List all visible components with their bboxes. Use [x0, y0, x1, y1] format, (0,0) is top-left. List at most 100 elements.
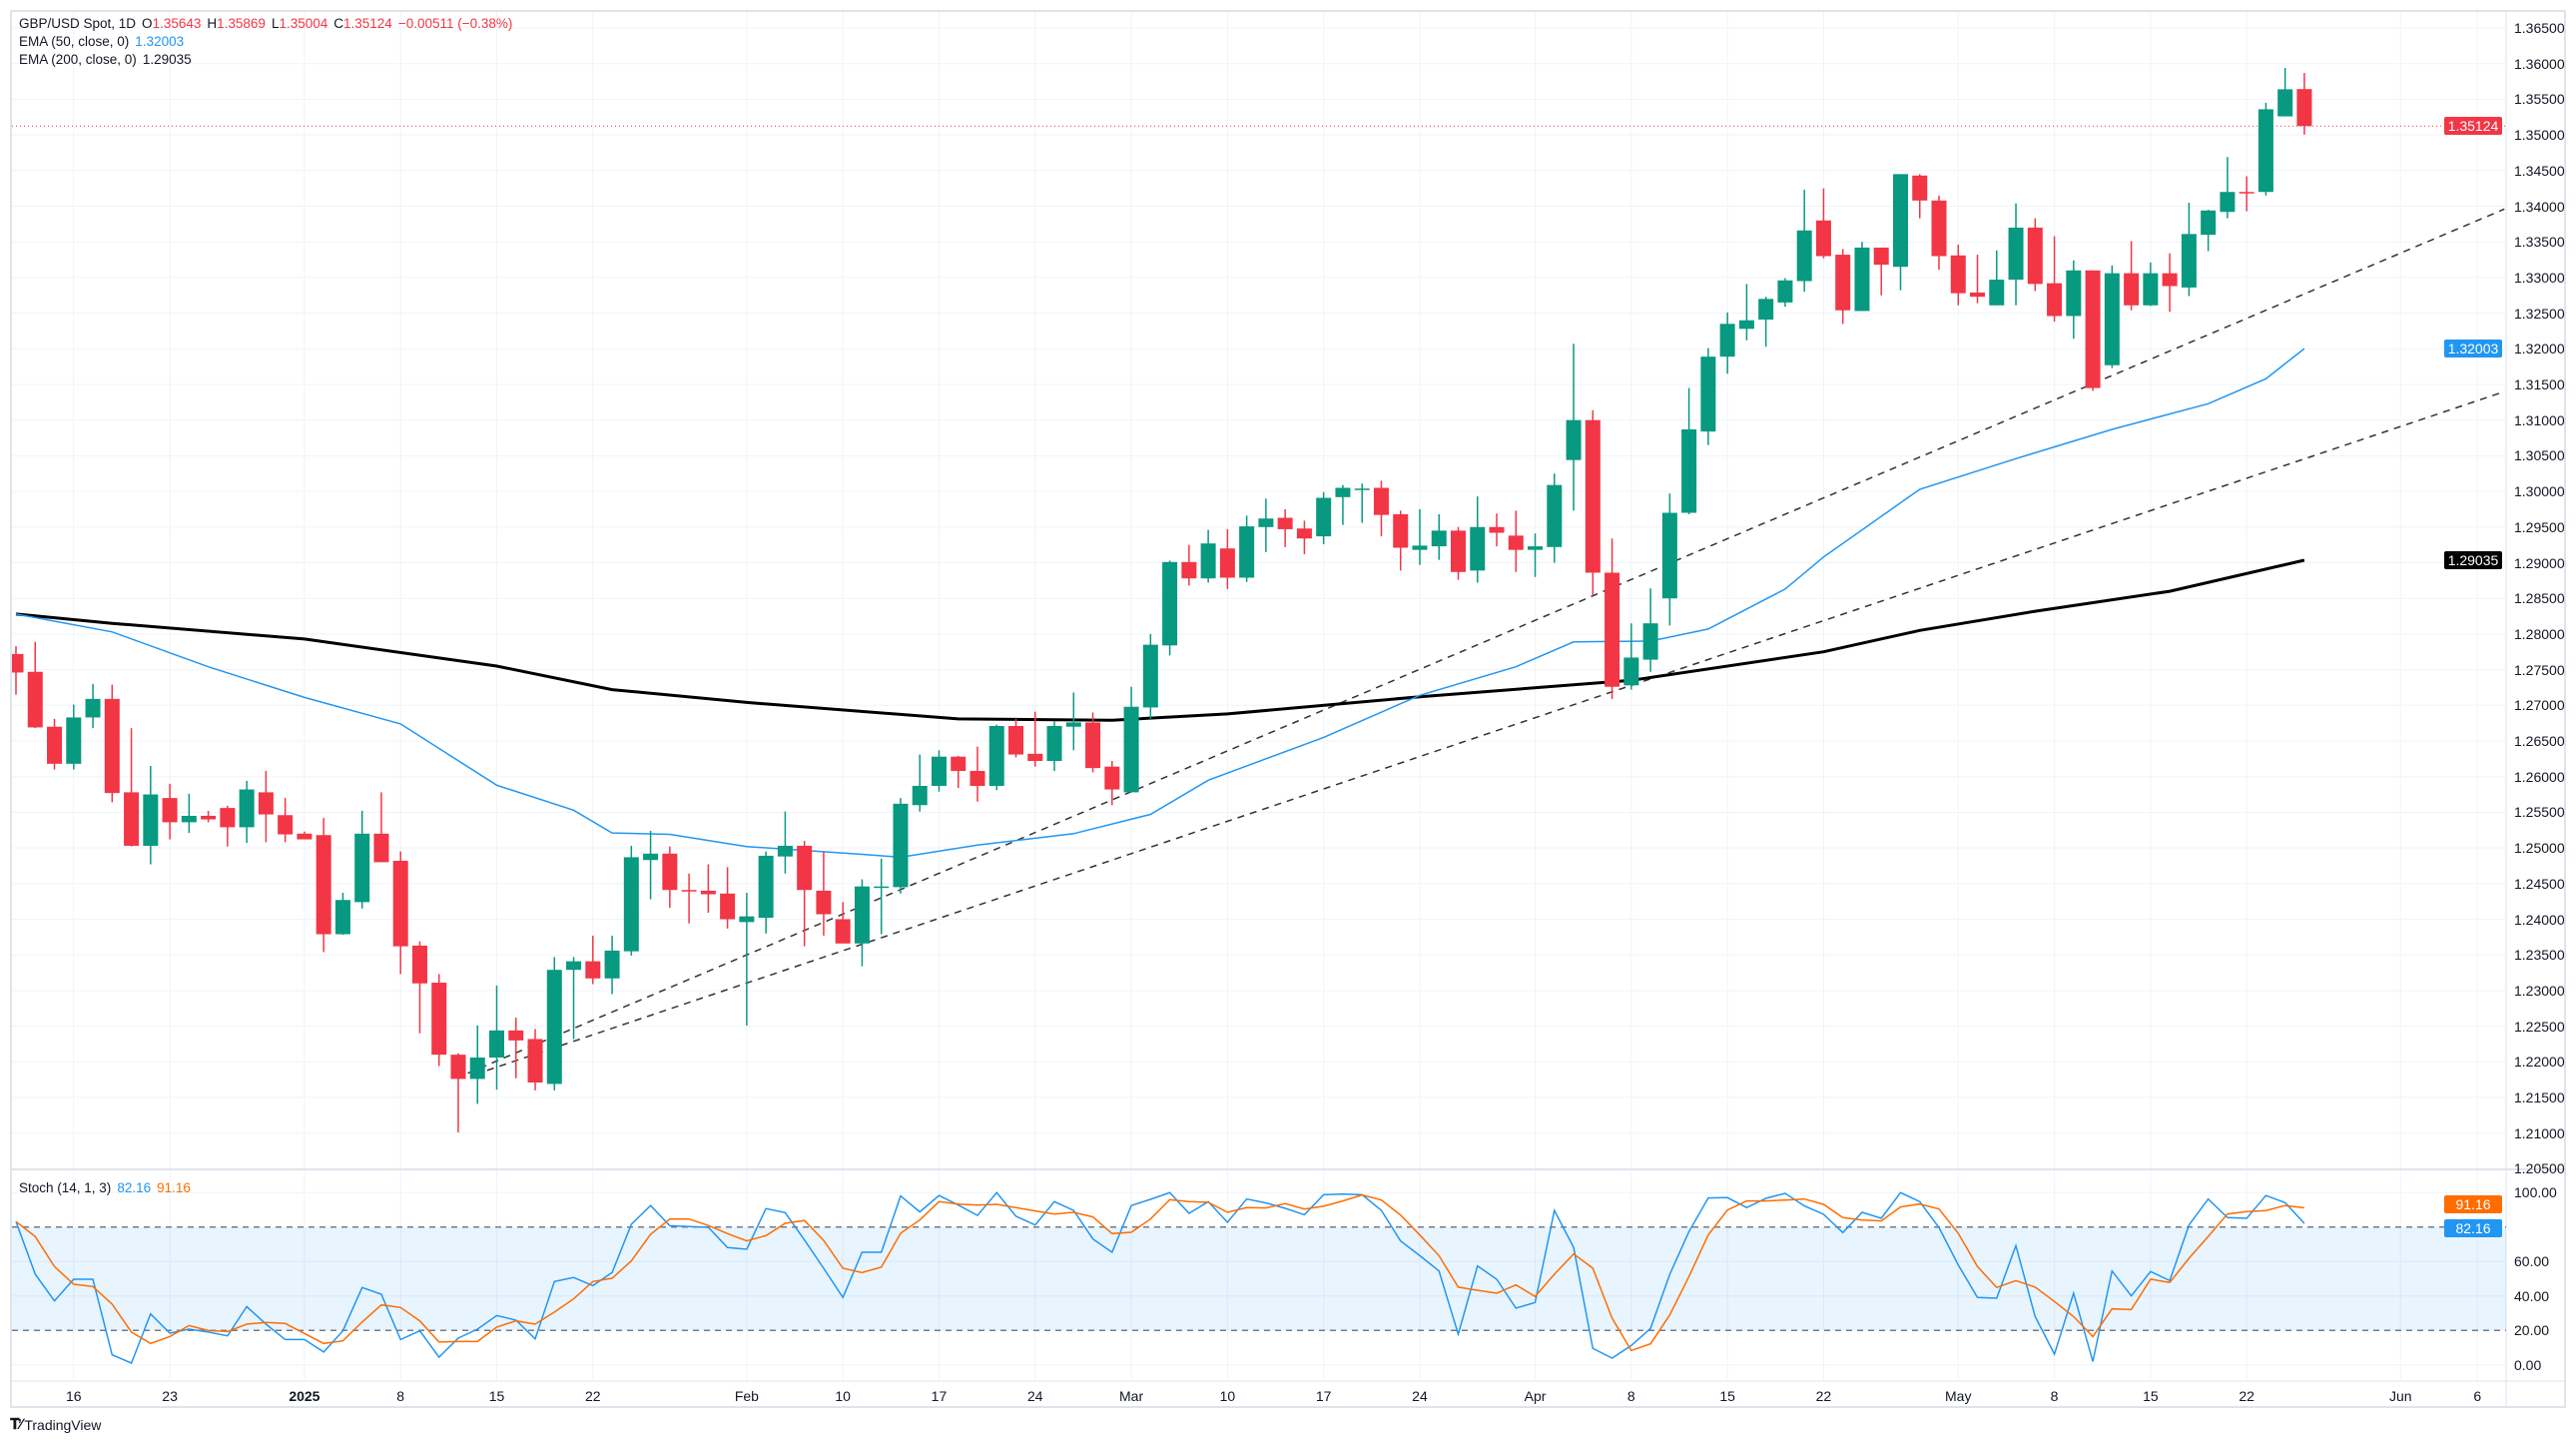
stoch-k-badge: 82.16: [2444, 1219, 2502, 1238]
candle-body: [334, 900, 350, 935]
tradingview-footer[interactable]: 𝐓’∕ TradingView: [10, 1416, 101, 1433]
bullish-candle: [1123, 686, 1139, 793]
bullish-candle: [85, 683, 101, 729]
time-axis-label: 10: [1219, 1388, 1236, 1404]
price-axis-label: 1.22000: [2514, 1054, 2565, 1071]
open-label: O: [142, 16, 153, 31]
bullish-candle: [1547, 473, 1563, 563]
price-axis-label: 1.28000: [2514, 625, 2565, 642]
bullish-candle: [1892, 174, 1908, 291]
bullish-candle: [2220, 157, 2236, 219]
candle-body: [1065, 722, 1081, 727]
stoch-axis-label: 0.00: [2514, 1356, 2542, 1373]
candle-body: [1528, 546, 1544, 550]
bearish-candle: [1873, 247, 1889, 296]
candle-body: [1835, 255, 1851, 311]
bearish-candle: [2027, 218, 2043, 292]
low-value: 1.35004: [279, 16, 328, 31]
candle-body: [1931, 200, 1947, 257]
price-axis-label: 1.24500: [2514, 875, 2565, 892]
bullish-candle: [739, 893, 755, 1026]
high-value: 1.35869: [217, 16, 266, 31]
price-axis-label: 1.21000: [2514, 1124, 2565, 1141]
candle-body: [1181, 561, 1197, 579]
price-axis-label: 1.32500: [2514, 305, 2565, 322]
candle-body: [278, 815, 294, 835]
bearish-candle: [1970, 255, 1986, 304]
candle-body: [1815, 220, 1831, 257]
price-axis-label: 1.27000: [2514, 697, 2565, 714]
bullish-candle: [181, 793, 197, 834]
symbol-legend: GBP/USD Spot, 1D O1.35643 H1.35869 L1.35004…: [19, 16, 518, 31]
candle-body: [1623, 657, 1639, 686]
candle-body: [27, 671, 43, 728]
candle-body: [1605, 572, 1620, 687]
symbol-title[interactable]: GBP/USD Spot, 1D: [19, 16, 137, 31]
price-axis-label: 1.26500: [2514, 733, 2565, 749]
price-axis-label: 1.36500: [2514, 20, 2565, 36]
bearish-candle: [816, 851, 832, 936]
bearish-candle: [2124, 241, 2140, 311]
candle-body: [1489, 526, 1505, 533]
candle-body: [700, 890, 716, 895]
price-axis-label: 1.28500: [2514, 590, 2565, 607]
bearish-candle: [2085, 270, 2101, 391]
bullish-candle: [912, 754, 928, 812]
ema200-badge: 1.29035: [2444, 551, 2502, 569]
candle-body: [739, 916, 755, 923]
bullish-candle: [334, 893, 350, 936]
bearish-candle: [2239, 176, 2254, 212]
ema200-legend[interactable]: EMA (200, close, 0) 1.29035: [19, 52, 198, 67]
price-axis-label: 1.32000: [2514, 341, 2565, 358]
change-value: −0.00511 (−0.38%): [397, 16, 513, 31]
bullish-candle: [2257, 102, 2273, 196]
time-axis-label: 8: [1626, 1388, 1635, 1404]
candle-body: [835, 919, 851, 944]
bullish-candle: [1200, 529, 1216, 583]
bearish-candle: [2047, 236, 2063, 323]
bearish-candle: [508, 1018, 524, 1079]
bullish-candle: [758, 851, 774, 934]
candle-body: [1796, 230, 1812, 282]
candle-body: [1873, 247, 1889, 266]
candle-body: [1258, 518, 1274, 527]
price-axis-label: 1.34500: [2514, 162, 2565, 179]
bearish-candle: [47, 718, 63, 770]
bullish-candle: [66, 704, 82, 770]
candle-body: [1758, 299, 1774, 321]
bullish-candle: [2008, 203, 2024, 306]
candle-body: [604, 950, 620, 979]
candle-body: [162, 798, 178, 823]
bearish-candle: [124, 728, 140, 847]
candle-body: [951, 756, 966, 771]
stoch-legend[interactable]: Stoch (14, 1, 3) 82.16 91.16: [19, 1180, 197, 1195]
time-axis-label: 8: [2050, 1388, 2059, 1404]
bullish-candle: [854, 879, 870, 967]
bearish-candle: [1815, 188, 1831, 259]
bearish-candle: [1373, 480, 1389, 537]
candle-body: [758, 855, 774, 919]
bearish-candle: [1508, 510, 1524, 572]
candle-body: [316, 835, 331, 935]
bullish-candle: [874, 858, 890, 935]
bullish-candle: [1431, 513, 1447, 560]
ema50-legend[interactable]: EMA (50, close, 0) 1.32003: [19, 34, 190, 49]
bearish-candle: [1835, 249, 1851, 325]
bullish-candle: [1681, 387, 1697, 514]
time-axis-label: 2025: [289, 1388, 321, 1404]
candle-body: [546, 970, 562, 1084]
candle-body: [1566, 419, 1582, 460]
candle-body: [623, 857, 639, 952]
bearish-candle: [1104, 760, 1120, 806]
bearish-candle: [1085, 712, 1101, 773]
bearish-candle: [1950, 245, 1966, 306]
ema50-badge: 1.32003: [2444, 340, 2502, 359]
candle-body: [2008, 227, 2024, 281]
time-axis-label: 10: [835, 1388, 851, 1404]
stoch-axis-label: 20.00: [2514, 1322, 2550, 1339]
candle-body: [47, 726, 63, 764]
bullish-candle: [2066, 260, 2082, 340]
bearish-candle: [835, 902, 851, 944]
candle-body: [1989, 280, 2005, 306]
